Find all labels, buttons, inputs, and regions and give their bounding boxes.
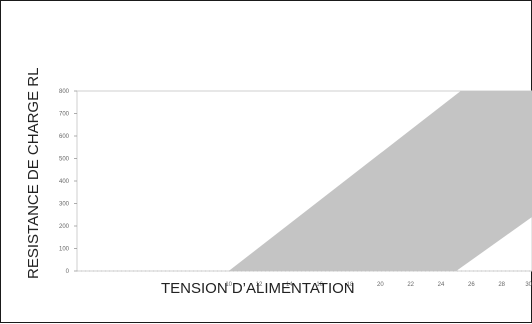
x-tick-label: 14 xyxy=(286,282,293,288)
plot-area: 0 100 200 300 400 500 600 700 800 10 12 14 16 18 20 22… xyxy=(59,89,532,288)
x-tick-label: 10 xyxy=(225,282,232,288)
x-tick-label: 30 xyxy=(525,282,532,288)
y-axis-label: RESISTANCE DE CHARGE RL xyxy=(25,68,42,279)
y-tick-label: 600 xyxy=(59,134,70,140)
x-tick-label: 16 xyxy=(316,282,323,288)
x-axis-label: TENSION D’ALIMENTATION xyxy=(161,280,355,297)
y-tick-label: 0 xyxy=(66,269,70,275)
x-tick-label: 28 xyxy=(498,282,505,288)
y-tick-label: 100 xyxy=(59,247,70,253)
x-axis-ticks: 10 12 14 16 18 20 22 24 26 28 30 xyxy=(77,270,532,288)
x-tick-label: 22 xyxy=(407,282,414,288)
x-tick-label: 24 xyxy=(438,282,445,288)
y-tick-label: 800 xyxy=(59,89,70,95)
y-tick-label: 200 xyxy=(59,224,70,230)
y-tick-label: 500 xyxy=(59,157,70,163)
x-tick-label: 20 xyxy=(377,282,384,288)
y-tick-label: 300 xyxy=(59,202,70,208)
x-tick-label: 12 xyxy=(256,282,263,288)
x-tick-label: 26 xyxy=(468,282,475,288)
y-axis-ticks: 0 100 200 300 400 500 600 700 800 xyxy=(59,89,77,275)
y-tick-label: 700 xyxy=(59,112,70,118)
y-tick-label: 400 xyxy=(59,179,70,185)
x-tick-label: 18 xyxy=(347,282,354,288)
operating-region-area xyxy=(228,91,532,271)
